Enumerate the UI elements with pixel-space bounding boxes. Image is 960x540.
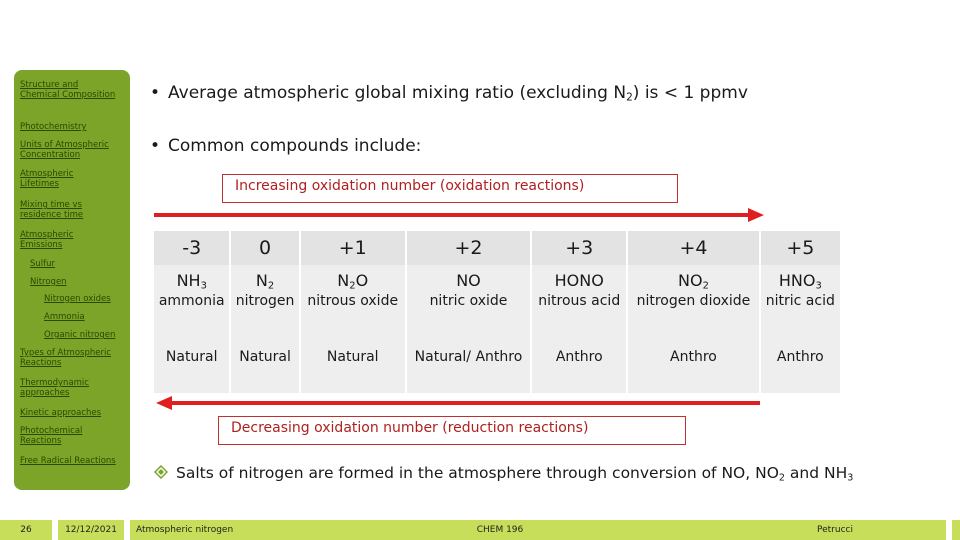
compound-cell: N2 nitrogen <box>231 265 299 341</box>
nav-organic-nitrogen[interactable]: Organic nitrogen <box>44 330 116 340</box>
nav-types-reactions[interactable]: Types of Atmospheric Reactions <box>20 348 111 368</box>
nav-mixing-time[interactable]: Mixing time vs residence time <box>20 200 84 220</box>
source-cell: Natural <box>154 341 230 393</box>
nav-thermodynamic[interactable]: Thermodynamic approaches <box>20 378 89 398</box>
footer-date: 12/12/2021 <box>65 525 117 535</box>
nav-lifetimes[interactable]: Atmospheric Lifetimes <box>20 169 74 189</box>
bullet-common-compounds: • Common compounds include: <box>150 137 421 156</box>
ox-cell: -3 <box>154 231 230 265</box>
salts-bullet: Salts of nitrogen are formed in the atmo… <box>153 464 854 484</box>
nav-nitrogen-oxides[interactable]: Nitrogen oxides <box>44 294 111 304</box>
left-arrow-icon <box>156 396 760 410</box>
nav-kinetic[interactable]: Kinetic approaches <box>20 408 102 418</box>
bullet-mixing-ratio: • Average atmospheric global mixing ratio… <box>150 84 750 103</box>
source-cell: Anthro <box>760 341 840 393</box>
nav-units[interactable]: Units of Atmospheric Concentration <box>20 140 109 160</box>
bullet-text: Common compounds include: <box>168 136 422 156</box>
salts-text: and NH <box>785 464 848 482</box>
footer-course: CHEM 196 <box>476 525 524 535</box>
nav-free-radical[interactable]: Free Radical Reactions <box>20 456 116 466</box>
nav-emissions[interactable]: Atmospheric Emissions <box>20 230 74 250</box>
footer-divider <box>946 520 952 540</box>
footer-author: Petrucci <box>817 525 853 535</box>
ox-cell: 0 <box>231 231 299 265</box>
ox-cell: +5 <box>760 231 840 265</box>
source-cell: Natural <box>300 341 405 393</box>
source-row: Natural Natural Natural Natural/ Anthro … <box>154 341 840 393</box>
bullet-text: ) is < 1 ppmv <box>632 83 748 103</box>
increasing-oxidation-label: Increasing oxidation number (oxidation r… <box>222 174 678 203</box>
ox-cell: +4 <box>628 231 759 265</box>
nav-nitrogen[interactable]: Nitrogen <box>30 277 67 287</box>
salts-text: Salts of nitrogen are formed in the atmo… <box>176 464 779 482</box>
source-cell: Anthro <box>628 341 759 393</box>
footer-topic: Atmospheric nitrogen <box>136 525 234 535</box>
compound-cell: NO2 nitrogen dioxide <box>628 265 759 341</box>
ox-cell: +3 <box>532 231 627 265</box>
footer-divider <box>52 520 58 540</box>
bullet-icon: • <box>150 83 161 103</box>
bullet-icon: • <box>150 136 161 156</box>
page-number: 26 <box>20 525 32 535</box>
source-cell: Anthro <box>532 341 627 393</box>
subscript: 2 <box>778 472 785 484</box>
bullet-text: Average atmospheric global mixing ratio … <box>168 83 627 103</box>
compound-row: NH3 ammonia N2 nitrogen N2O nitrous oxide N… <box>154 265 840 341</box>
footer-bar: 26 12/12/2021 Atmospheric nitrogen CHEM … <box>0 520 960 540</box>
nav-photochemical[interactable]: Photochemical Reactions <box>20 426 83 446</box>
oxidation-number-row: -3 0 +1 +2 +3 +4 +5 <box>154 231 840 265</box>
sidebar-nav <box>14 70 130 490</box>
decreasing-oxidation-label: Decreasing oxidation number (reduction r… <box>218 416 686 445</box>
ox-cell: +1 <box>300 231 405 265</box>
footer-divider <box>124 520 130 540</box>
compound-cell: N2O nitrous oxide <box>300 265 405 341</box>
nav-ammonia[interactable]: Ammonia <box>44 312 85 322</box>
subscript: 3 <box>847 472 854 484</box>
nav-sulfur[interactable]: Sulfur <box>30 259 56 269</box>
compound-cell: HNO3 nitric acid <box>760 265 840 341</box>
compound-cell: NO nitric oxide <box>406 265 531 341</box>
compound-cell: NH3 ammonia <box>154 265 230 341</box>
source-cell: Natural <box>231 341 299 393</box>
diamond-bullet-icon <box>153 464 169 480</box>
compound-cell: HONO nitrous acid <box>532 265 627 341</box>
source-cell: Natural/ Anthro <box>406 341 531 393</box>
right-arrow-icon <box>154 208 764 222</box>
oxidation-table: -3 0 +1 +2 +3 +4 +5 NH3 ammonia N2 nitroge… <box>152 231 842 393</box>
ox-cell: +2 <box>406 231 531 265</box>
nav-photochemistry[interactable]: Photochemistry <box>20 122 87 132</box>
nav-structure[interactable]: Structure and Chemical Composition <box>20 80 116 100</box>
subscript: 2 <box>626 91 633 104</box>
